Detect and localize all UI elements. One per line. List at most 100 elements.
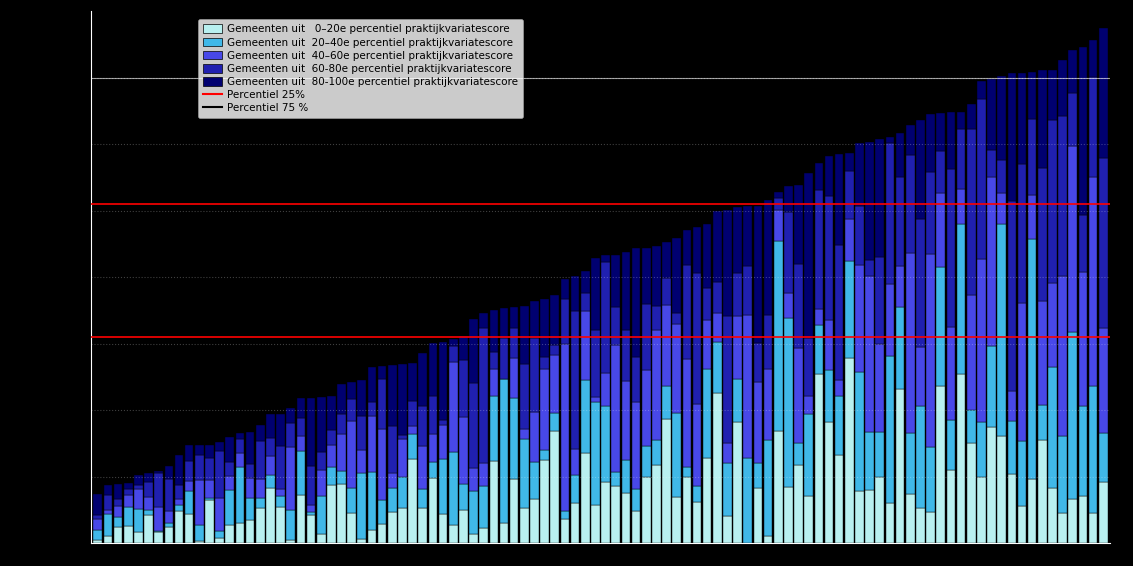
Bar: [1017, 303, 1026, 440]
Bar: [489, 461, 499, 543]
Bar: [236, 439, 245, 453]
Bar: [917, 346, 925, 406]
Bar: [835, 396, 843, 456]
Bar: [1017, 440, 1026, 506]
Bar: [622, 329, 630, 381]
Bar: [642, 446, 650, 477]
Bar: [804, 173, 813, 337]
Bar: [195, 445, 204, 455]
Bar: [966, 443, 976, 543]
Bar: [367, 416, 376, 472]
Bar: [946, 420, 955, 470]
Bar: [997, 193, 1006, 224]
Bar: [702, 320, 712, 369]
Bar: [358, 539, 366, 543]
Bar: [774, 192, 783, 198]
Bar: [327, 467, 335, 484]
Bar: [1079, 405, 1088, 496]
Bar: [297, 418, 305, 436]
Bar: [1068, 332, 1077, 499]
Bar: [845, 153, 853, 171]
Bar: [571, 276, 579, 311]
Bar: [713, 314, 722, 342]
Bar: [896, 133, 904, 177]
Bar: [692, 404, 701, 486]
Bar: [602, 262, 610, 373]
Bar: [876, 258, 884, 344]
Bar: [205, 499, 214, 500]
Bar: [338, 434, 346, 471]
Bar: [1017, 506, 1026, 543]
Bar: [1079, 272, 1088, 405]
Bar: [642, 370, 650, 446]
Bar: [327, 484, 335, 543]
Bar: [886, 356, 894, 503]
Bar: [602, 255, 610, 262]
Bar: [977, 478, 986, 543]
Bar: [1048, 488, 1057, 543]
Bar: [591, 505, 599, 543]
Bar: [144, 509, 153, 515]
Bar: [348, 399, 356, 421]
Bar: [672, 413, 681, 498]
Bar: [917, 508, 925, 543]
Bar: [896, 177, 904, 266]
Bar: [662, 419, 671, 543]
Bar: [1038, 405, 1047, 440]
Bar: [784, 186, 793, 212]
Bar: [591, 258, 599, 330]
Bar: [438, 341, 448, 420]
Bar: [449, 452, 458, 525]
Bar: [398, 477, 407, 508]
Bar: [764, 315, 773, 369]
Bar: [581, 271, 589, 293]
Bar: [662, 386, 671, 419]
Bar: [876, 344, 884, 432]
Bar: [317, 397, 325, 452]
Bar: [987, 177, 996, 346]
Bar: [794, 348, 803, 443]
Bar: [358, 380, 366, 416]
Bar: [855, 143, 863, 206]
Bar: [713, 393, 722, 543]
Bar: [377, 500, 386, 524]
Bar: [702, 369, 712, 458]
Bar: [784, 319, 793, 487]
Bar: [1089, 40, 1098, 77]
Bar: [489, 369, 499, 396]
Bar: [906, 494, 914, 543]
Bar: [764, 537, 773, 543]
Bar: [377, 379, 386, 430]
Bar: [927, 172, 935, 254]
Bar: [510, 398, 519, 479]
Bar: [764, 200, 773, 315]
Bar: [195, 541, 204, 543]
Bar: [774, 431, 783, 543]
Bar: [154, 507, 163, 531]
Bar: [682, 477, 691, 543]
Bar: [418, 508, 427, 543]
Bar: [733, 273, 742, 316]
Bar: [387, 487, 397, 512]
Bar: [185, 481, 194, 491]
Bar: [1048, 283, 1057, 367]
Bar: [1007, 421, 1016, 474]
Bar: [1007, 74, 1016, 200]
Bar: [753, 382, 763, 464]
Bar: [723, 516, 732, 543]
Bar: [743, 206, 752, 266]
Bar: [1089, 77, 1098, 177]
Bar: [358, 416, 366, 451]
Bar: [479, 528, 488, 543]
Bar: [134, 509, 143, 531]
Bar: [835, 154, 843, 245]
Bar: [886, 143, 894, 284]
Bar: [387, 512, 397, 543]
Bar: [469, 319, 478, 383]
Bar: [642, 248, 650, 304]
Bar: [236, 524, 245, 543]
Bar: [103, 514, 112, 535]
Bar: [93, 519, 102, 530]
Bar: [174, 485, 184, 499]
Bar: [835, 380, 843, 396]
